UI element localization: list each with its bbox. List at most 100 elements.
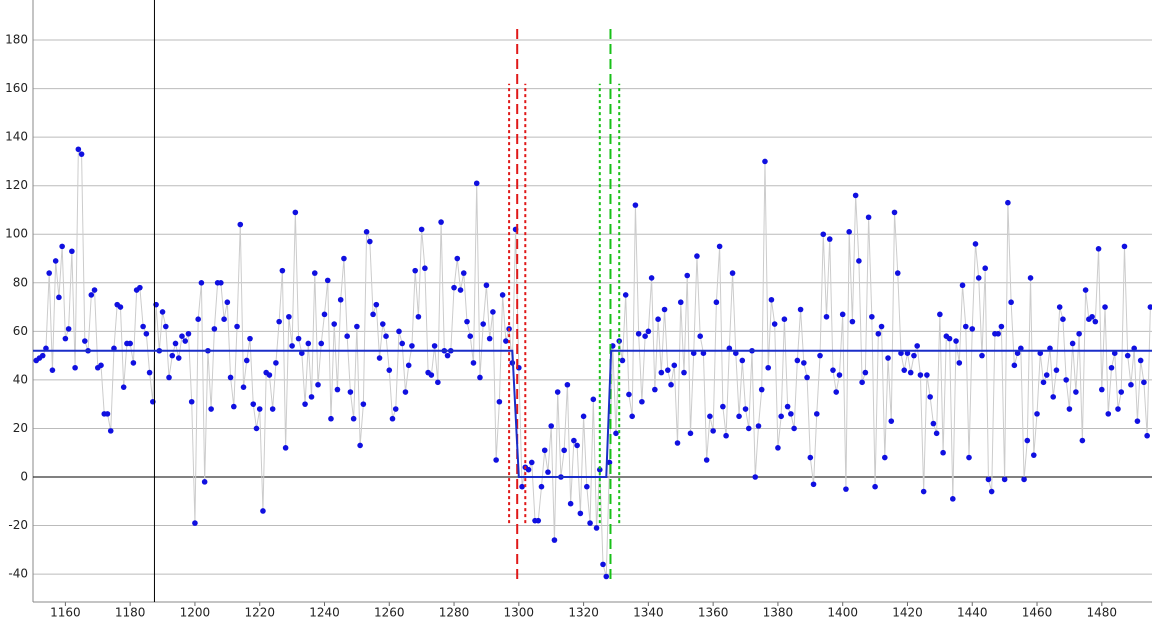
point bbox=[1092, 318, 1099, 325]
point bbox=[736, 413, 742, 420]
point bbox=[62, 335, 69, 342]
point bbox=[613, 430, 619, 437]
point bbox=[503, 338, 509, 344]
point bbox=[998, 323, 1005, 330]
point bbox=[1144, 432, 1150, 439]
point bbox=[901, 367, 908, 373]
point bbox=[541, 447, 548, 454]
point bbox=[1098, 386, 1105, 393]
point bbox=[428, 372, 435, 378]
point bbox=[988, 488, 995, 495]
point bbox=[661, 306, 668, 313]
point bbox=[577, 510, 584, 517]
point bbox=[580, 413, 587, 420]
point bbox=[328, 415, 334, 422]
point bbox=[305, 340, 312, 347]
point bbox=[1024, 437, 1031, 444]
point bbox=[1073, 389, 1079, 395]
point bbox=[198, 279, 205, 286]
y-tick-label: 0 bbox=[20, 469, 28, 483]
x-tick-label: 1160 bbox=[50, 606, 81, 620]
point bbox=[331, 321, 338, 327]
point bbox=[295, 335, 302, 342]
point bbox=[218, 279, 224, 286]
point bbox=[710, 428, 716, 434]
point bbox=[302, 401, 308, 407]
point bbox=[240, 384, 247, 390]
point bbox=[415, 313, 422, 320]
point bbox=[367, 238, 373, 245]
point bbox=[250, 401, 257, 407]
point bbox=[405, 362, 412, 369]
point bbox=[830, 367, 836, 373]
point bbox=[1018, 345, 1024, 352]
point bbox=[962, 323, 969, 330]
point bbox=[175, 355, 182, 361]
point bbox=[59, 243, 65, 250]
point bbox=[269, 406, 276, 412]
point bbox=[357, 442, 363, 449]
point bbox=[376, 355, 383, 361]
point bbox=[354, 323, 360, 330]
point bbox=[655, 316, 661, 323]
point bbox=[1066, 406, 1073, 412]
point bbox=[1053, 367, 1060, 373]
y-tick-label: -40 bbox=[8, 567, 28, 581]
point bbox=[694, 253, 700, 259]
point bbox=[856, 258, 862, 264]
point bbox=[733, 350, 739, 356]
y-tick-label: 180 bbox=[5, 33, 28, 47]
point bbox=[1147, 304, 1152, 310]
point bbox=[318, 340, 325, 347]
point bbox=[846, 229, 852, 235]
point bbox=[593, 525, 600, 531]
point bbox=[1047, 345, 1053, 352]
point bbox=[674, 440, 681, 446]
point bbox=[1005, 199, 1011, 206]
x-tick-label: 1460 bbox=[1022, 606, 1053, 620]
point bbox=[107, 428, 114, 434]
x-tick-label: 1200 bbox=[180, 606, 211, 620]
point bbox=[645, 328, 652, 335]
point bbox=[43, 345, 49, 352]
point bbox=[72, 364, 78, 371]
point bbox=[409, 343, 415, 349]
point bbox=[843, 486, 849, 492]
point bbox=[260, 508, 266, 514]
point bbox=[91, 287, 98, 293]
point bbox=[379, 321, 386, 327]
point bbox=[587, 520, 593, 526]
point bbox=[172, 340, 179, 347]
point bbox=[386, 367, 393, 373]
point bbox=[888, 418, 895, 424]
point bbox=[486, 335, 493, 342]
point bbox=[1069, 340, 1076, 347]
point bbox=[804, 374, 810, 381]
point bbox=[742, 406, 749, 412]
point bbox=[1121, 243, 1128, 250]
point bbox=[256, 406, 263, 412]
point bbox=[480, 321, 486, 327]
point bbox=[622, 292, 629, 298]
point bbox=[700, 350, 707, 356]
point bbox=[632, 202, 639, 208]
point bbox=[182, 338, 189, 344]
point bbox=[350, 415, 357, 422]
point bbox=[422, 265, 428, 272]
point bbox=[849, 318, 856, 325]
point bbox=[392, 406, 399, 412]
point bbox=[882, 454, 888, 461]
point bbox=[596, 466, 603, 473]
x-tick-label: 1480 bbox=[1087, 606, 1118, 620]
point bbox=[344, 333, 350, 339]
point bbox=[924, 372, 930, 378]
point bbox=[457, 287, 464, 293]
point bbox=[716, 243, 723, 250]
x-tick-label: 1180 bbox=[115, 606, 146, 620]
point bbox=[1141, 379, 1147, 386]
point bbox=[707, 413, 713, 420]
point bbox=[639, 398, 645, 405]
point bbox=[418, 226, 425, 233]
point bbox=[39, 352, 46, 359]
